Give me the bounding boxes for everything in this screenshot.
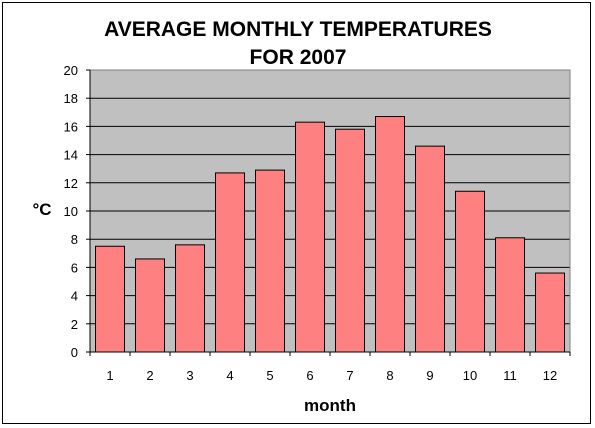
x-tick-label: 4: [226, 368, 233, 383]
y-tick-label: 0: [71, 345, 78, 360]
x-tick-label: 12: [543, 368, 557, 383]
bar-month-6: [295, 121, 325, 353]
y-tick-labels: 0 2 4 6 8 10 12 14 16 18 20: [64, 63, 90, 360]
x-tick-labels: 1 2 3 4 5 6 7 8 9 10 11 12: [89, 352, 571, 383]
bars: [95, 116, 565, 353]
x-axis-label: month: [304, 396, 356, 415]
y-tick-label: 6: [71, 260, 78, 275]
bar-month-2: [135, 258, 165, 353]
y-tick-label: 20: [64, 63, 78, 78]
y-axis-label: °C: [32, 200, 51, 219]
bar-month-9: [415, 145, 445, 353]
x-tick-label: 8: [386, 368, 393, 383]
y-tick-label: 12: [64, 176, 78, 191]
y-tick-label: 10: [64, 204, 78, 219]
x-tick-label: 2: [146, 368, 153, 383]
y-tick-label: 16: [64, 119, 78, 134]
y-tick-label: 14: [64, 148, 78, 163]
bar-month-5: [255, 169, 285, 353]
x-tick-label: 5: [266, 368, 273, 383]
bar-month-12: [535, 272, 565, 353]
x-tick-label: 7: [346, 368, 353, 383]
bar-month-11: [495, 237, 525, 353]
bar-month-3: [175, 244, 205, 353]
chart-title-line-1: AVERAGE MONTHLY TEMPERATURES: [104, 18, 492, 41]
bar-month-4: [215, 172, 245, 353]
bar-month-8: [375, 116, 405, 353]
bar-month-7: [335, 128, 365, 353]
y-tick-label: 18: [64, 91, 78, 106]
x-tick-label: 3: [186, 368, 193, 383]
x-tick-label: 6: [306, 368, 313, 383]
x-tick-label: 10: [463, 368, 477, 383]
x-tick-label: 9: [426, 368, 433, 383]
x-tick-label: 1: [106, 368, 113, 383]
chart-title-line-2: FOR 2007: [250, 46, 347, 69]
x-tick-label: 11: [503, 368, 517, 383]
bar-month-10: [455, 190, 485, 353]
y-tick-label: 2: [71, 317, 78, 332]
y-tick-label: 8: [71, 232, 78, 247]
chart-title: AVERAGE MONTHLY TEMPERATURES FOR 2007: [104, 18, 492, 69]
y-tick-label: 4: [71, 289, 78, 304]
bar-month-1: [95, 245, 125, 353]
